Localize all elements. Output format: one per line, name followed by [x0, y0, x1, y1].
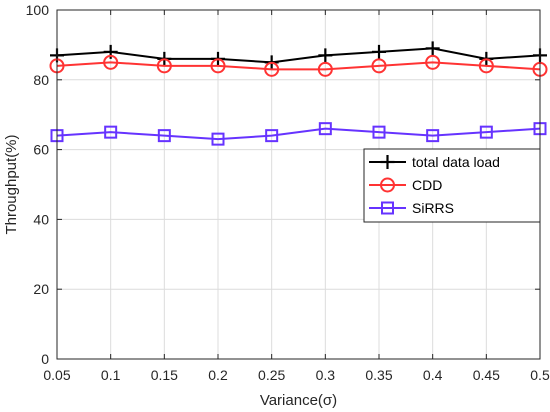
legend-item: SiRRS	[369, 200, 454, 216]
legend: total data load CDD SiRRS	[363, 148, 541, 223]
legend-marker	[380, 155, 395, 169]
y-tick-label: 40	[33, 211, 49, 227]
legend-label: total data load	[412, 154, 500, 170]
x-tick-label: 0.4	[423, 367, 443, 383]
data-point	[265, 129, 279, 143]
data-point	[264, 61, 280, 77]
tick-layer: 0.05 0.1 0.15 0.2 0.25 0.3 0.35 0.4 0.45 0.5 0 20 40…	[26, 2, 550, 383]
series-layer	[49, 41, 548, 146]
data-point	[372, 44, 386, 59]
x-tick-label: 0.1	[101, 367, 121, 383]
y-axis-label: Throughput(%)	[3, 134, 20, 234]
x-tick-label: 0.35	[365, 367, 392, 383]
data-point	[479, 125, 493, 139]
x-tick-label: 0.15	[151, 367, 178, 383]
y-tick-label: 60	[33, 142, 49, 158]
data-point	[426, 129, 440, 143]
legend-label: CDD	[412, 177, 442, 193]
x-tick-label: 0.05	[43, 367, 70, 383]
legend-marker	[381, 201, 394, 215]
data-point	[318, 48, 333, 63]
data-point	[104, 125, 118, 139]
data-point	[425, 54, 441, 70]
data-point	[425, 41, 440, 56]
x-tick-label: 0.25	[258, 367, 285, 383]
data-point	[478, 58, 494, 74]
legend-item: total data load	[369, 154, 500, 170]
y-tick-label: 100	[26, 2, 50, 18]
x-tick-label: 0.2	[208, 367, 228, 383]
data-point	[318, 122, 332, 136]
data-point	[317, 61, 333, 77]
y-tick-label: 20	[33, 281, 49, 297]
legend-label: SiRRS	[412, 200, 454, 216]
data-point	[210, 58, 226, 74]
x-tick-label: 0.45	[473, 367, 500, 383]
data-point	[157, 129, 171, 143]
series-line	[56, 61, 541, 71]
x-axis-label: Variance(σ)	[260, 392, 337, 409]
y-tick-label: 0	[41, 351, 49, 367]
data-point	[156, 58, 172, 74]
legend-items: total data load CDD SiRRS	[369, 154, 500, 216]
y-tick-label: 80	[33, 72, 49, 88]
data-point	[211, 132, 225, 146]
series-line	[56, 47, 541, 64]
legend-marker	[380, 177, 395, 193]
series-line	[56, 127, 541, 141]
x-tick-label: 0.3	[316, 367, 336, 383]
legend-item: CDD	[369, 177, 442, 193]
x-tick-label: 0.5	[530, 367, 550, 383]
data-point	[372, 125, 386, 139]
series-sirrs	[50, 122, 547, 146]
data-point	[103, 54, 119, 70]
data-point	[371, 58, 387, 74]
